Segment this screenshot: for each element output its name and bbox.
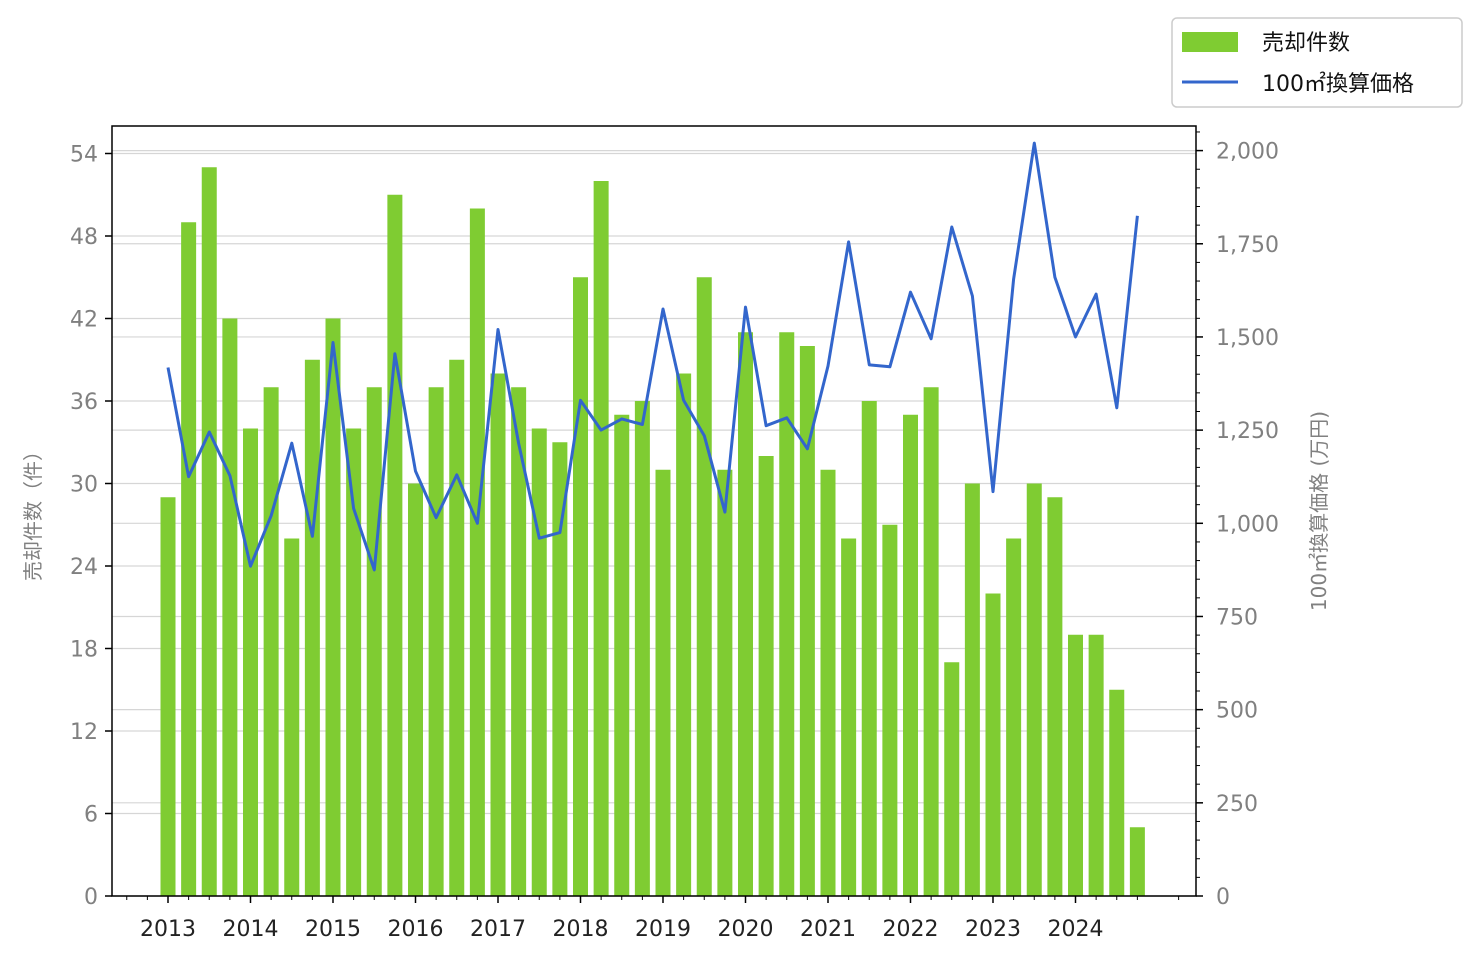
bar [263, 387, 279, 896]
bar [738, 332, 753, 896]
bar [841, 538, 857, 896]
x-tick-label: 2015 [305, 917, 361, 942]
y-right-tick-label: 1,750 [1216, 233, 1279, 258]
line-series [166, 141, 1139, 572]
y-right-tick-label: 500 [1216, 699, 1258, 724]
legend-line-label: 100㎡換算価格 [1262, 71, 1414, 97]
bar [408, 483, 423, 896]
bar [490, 373, 506, 896]
bar [799, 346, 815, 896]
y-left-tick-label: 42 [70, 308, 98, 333]
legend: 売却件数 100㎡換算価格 [1171, 17, 1463, 108]
plot-frame [111, 125, 1197, 897]
y-axis-right-label: 100㎡換算価格 (万円) [1307, 411, 1331, 611]
x-tick-label: 2023 [965, 917, 1021, 942]
bar [552, 442, 568, 896]
y-left-tick-label: 36 [70, 390, 98, 415]
bar [304, 359, 320, 896]
x-tick-label: 2017 [470, 917, 526, 942]
bar-series [160, 167, 1145, 896]
bar [1047, 497, 1063, 896]
y-left-tick-label: 48 [70, 225, 98, 250]
bar [614, 414, 630, 896]
y-left-tick-label: 30 [70, 473, 98, 498]
bar [449, 359, 465, 896]
bar [964, 483, 980, 896]
bar [758, 456, 774, 896]
bar [820, 469, 836, 896]
bar [222, 318, 238, 896]
bar [428, 387, 444, 896]
bar [531, 428, 547, 896]
y-right-tick-label: 0 [1216, 885, 1230, 910]
legend-bar-label: 売却件数 [1262, 31, 1350, 56]
bar [676, 373, 692, 896]
bar [284, 538, 300, 896]
bar [201, 167, 217, 896]
axes: 0 6 12 18 24 30 36 42 48 54 0 250 500 750 1,000 1,250 1,… [70, 131, 1279, 942]
y-axis-left-label: 売却件数（件） [21, 441, 45, 581]
price-line [166, 141, 1139, 572]
bar [717, 469, 733, 896]
bar [1068, 634, 1083, 896]
x-tick-label: 2021 [800, 917, 856, 942]
bar [882, 524, 898, 896]
x-tick-label: 2014 [223, 917, 279, 942]
bar [1109, 689, 1125, 896]
bar [1026, 483, 1042, 896]
bar [243, 428, 258, 896]
bar [181, 222, 197, 896]
y-right-tick-label: 1,500 [1216, 326, 1279, 351]
bar [985, 593, 1001, 896]
bar [511, 387, 527, 896]
bar [655, 469, 671, 896]
y-right-tick-label: 1,250 [1216, 419, 1279, 444]
y-left-tick-label: 54 [70, 143, 98, 168]
legend-box [1171, 17, 1463, 108]
bar [1088, 634, 1104, 896]
bar [696, 277, 712, 896]
bar [387, 194, 403, 896]
y-right-tick-label: 2,000 [1216, 140, 1279, 165]
bar [634, 401, 650, 896]
x-tick-label: 2020 [718, 917, 774, 942]
bar [944, 662, 960, 896]
bar [325, 318, 341, 896]
bar [903, 414, 918, 896]
bar [160, 497, 176, 896]
bar [779, 332, 795, 896]
x-tick-label: 2018 [553, 917, 609, 942]
bar [1006, 538, 1022, 896]
y-left-tick-label: 18 [70, 638, 98, 663]
y-left-tick-label: 24 [70, 555, 98, 580]
x-tick-label: 2013 [140, 917, 196, 942]
x-tick-label: 2024 [1048, 917, 1104, 942]
x-tick-label: 2022 [883, 917, 939, 942]
bar [593, 181, 609, 896]
bar [366, 387, 382, 896]
y-right-tick-label: 250 [1216, 792, 1258, 817]
y-right-tick-label: 750 [1216, 605, 1258, 630]
x-tick-label: 2016 [388, 917, 444, 942]
bar [346, 428, 362, 896]
bar [923, 387, 939, 896]
y-left-tick-label: 0 [84, 885, 98, 910]
bar [1129, 827, 1145, 896]
bar [861, 401, 877, 896]
bar [469, 208, 485, 896]
y-right-tick-label: 1,000 [1216, 512, 1279, 537]
bar [573, 277, 588, 896]
y-left-tick-label: 6 [84, 803, 98, 828]
x-tick-label: 2019 [635, 917, 691, 942]
legend-bar-swatch [1182, 32, 1238, 52]
y-left-tick-label: 12 [70, 720, 98, 745]
